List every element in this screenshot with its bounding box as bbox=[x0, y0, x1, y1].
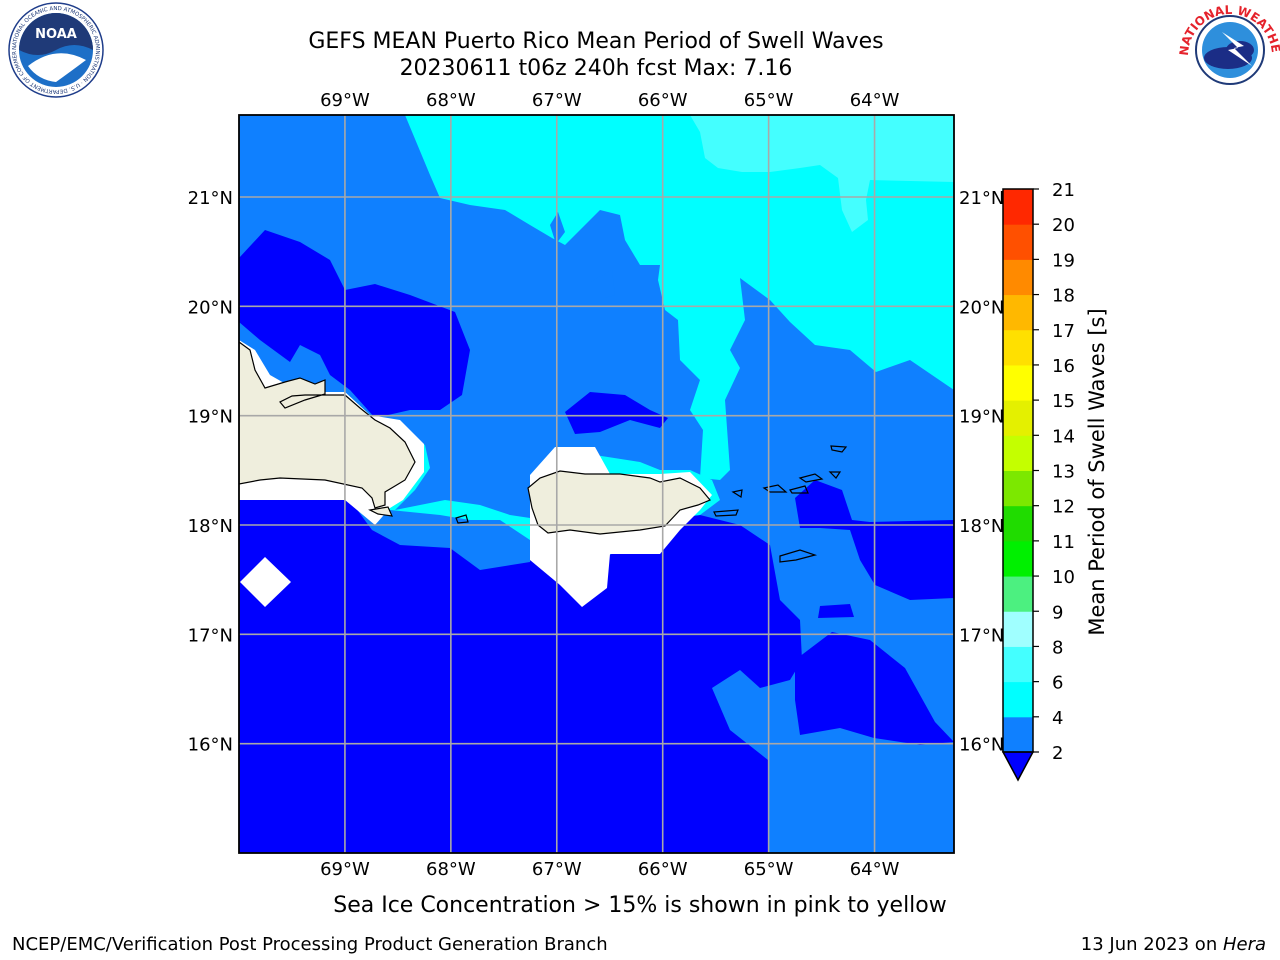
lat-label-left: 16°N bbox=[188, 735, 233, 756]
colorbar-swatch bbox=[1003, 576, 1033, 612]
land-hispaniola-tip bbox=[368, 506, 393, 517]
land-mona-island bbox=[455, 514, 469, 524]
lon-label-bottom: 67°W bbox=[532, 859, 582, 880]
lon-label-top: 66°W bbox=[638, 90, 688, 111]
colorbar-label: Mean Period of Swell Waves [s] bbox=[1085, 308, 1109, 635]
map-title: GEFS MEAN Puerto Rico Mean Period of Swe… bbox=[308, 29, 883, 54]
colorbar-swatch bbox=[1003, 329, 1033, 366]
colorbar-tick-label: 14 bbox=[1052, 426, 1075, 447]
lon-label-bottom: 69°W bbox=[320, 859, 370, 880]
colorbar-swatch bbox=[1003, 435, 1033, 471]
gridlines bbox=[239, 115, 954, 853]
lon-label-top: 65°W bbox=[744, 90, 794, 111]
lon-label-top: 69°W bbox=[320, 90, 370, 111]
lon-label-bottom: 68°W bbox=[426, 859, 476, 880]
lat-label-left: 19°N bbox=[188, 407, 233, 428]
land-st-john bbox=[789, 485, 809, 494]
lon-label-bottom: 65°W bbox=[744, 859, 794, 880]
colorbar-swatch bbox=[1003, 294, 1033, 331]
colorbar-tick-label: 16 bbox=[1052, 356, 1075, 377]
field-deep-east2 bbox=[818, 604, 854, 618]
lon-label-top: 68°W bbox=[426, 90, 476, 111]
colorbar-swatch bbox=[1003, 189, 1033, 225]
footer-host: Hera bbox=[1223, 934, 1266, 955]
colorbar-tick-label: 10 bbox=[1052, 567, 1075, 588]
colorbar-tick-label: 4 bbox=[1052, 708, 1063, 729]
lat-label-right: 18°N bbox=[959, 516, 1004, 537]
land-culebra bbox=[731, 489, 743, 498]
lat-label-right: 21°N bbox=[959, 188, 1004, 209]
land-mask-swdiamond bbox=[240, 557, 291, 607]
land-hispaniola bbox=[239, 341, 416, 509]
colorbar-swatch bbox=[1003, 611, 1033, 647]
colorbar-tick-label: 2 bbox=[1052, 743, 1063, 764]
noaa-logo-text: NOAA bbox=[35, 27, 77, 42]
land-tortola bbox=[798, 473, 824, 483]
lat-labels-left: 21°N 20°N 19°N 18°N 17°N 16°N bbox=[188, 188, 233, 756]
colorbar-extend-min bbox=[1001, 751, 1035, 782]
field-deep-center bbox=[565, 392, 668, 434]
colorbar-tick-label: 21 bbox=[1052, 180, 1075, 201]
colorbar-swatch bbox=[1003, 364, 1033, 401]
field-deep-nw bbox=[239, 230, 470, 418]
colorbar-tick-label: 18 bbox=[1052, 286, 1075, 307]
colorbar-tick-label: 9 bbox=[1052, 602, 1063, 623]
map-frame bbox=[238, 114, 955, 854]
colorbar-tick-label: 13 bbox=[1052, 462, 1075, 483]
colorbar-swatch bbox=[1003, 400, 1033, 436]
lon-label-top: 67°W bbox=[532, 90, 582, 111]
colorbar-swatch bbox=[1003, 224, 1033, 260]
colorbar-swatch bbox=[1003, 681, 1033, 718]
colorbar-tick-label: 11 bbox=[1052, 532, 1075, 553]
field-mid-island2 bbox=[590, 270, 615, 298]
land-st-croix bbox=[779, 549, 818, 563]
lat-label-right: 19°N bbox=[959, 407, 1004, 428]
field-lighter-north bbox=[690, 115, 954, 232]
colorbar-swatch bbox=[1003, 646, 1033, 683]
lat-label-left: 20°N bbox=[188, 297, 233, 318]
colorbar-swatch bbox=[1003, 716, 1033, 753]
field-light-north bbox=[405, 115, 954, 480]
lat-label-right: 17°N bbox=[959, 625, 1004, 646]
colorbar-tick-label: 19 bbox=[1052, 250, 1075, 271]
field-deep-south bbox=[239, 500, 802, 853]
lon-labels-top: 69°W 68°W 67°W 66°W 65°W 64°W bbox=[320, 90, 900, 111]
lon-label-bottom: 66°W bbox=[638, 859, 688, 880]
footer-date-prefix: 13 Jun 2023 on bbox=[1081, 934, 1223, 955]
colorbar-swatch bbox=[1003, 540, 1033, 577]
colorbar-tick-label: 8 bbox=[1052, 637, 1063, 658]
land-vieques bbox=[713, 509, 739, 517]
colorbar-tick-label: 20 bbox=[1052, 215, 1075, 236]
land-anegada bbox=[828, 471, 842, 479]
swell-period-field bbox=[239, 115, 954, 853]
colorbar-swatch bbox=[1003, 505, 1033, 542]
colorbar-swatch bbox=[1003, 259, 1033, 296]
lat-label-left: 21°N bbox=[188, 188, 233, 209]
footer-credit: NCEP/EMC/Verification Post Processing Pr… bbox=[12, 934, 608, 955]
colorbar-tick-label: 17 bbox=[1052, 321, 1075, 342]
colorbar-tick-label: 15 bbox=[1052, 391, 1075, 412]
colorbar-tick-label: 12 bbox=[1052, 497, 1075, 518]
lat-label-right: 20°N bbox=[959, 297, 1004, 318]
lat-label-left: 17°N bbox=[188, 625, 233, 646]
lat-label-right: 16°N bbox=[959, 735, 1004, 756]
footer-date: 13 Jun 2023 on Hera bbox=[1081, 934, 1266, 955]
colorbar-tick-label: 6 bbox=[1052, 673, 1063, 694]
lon-label-bottom: 64°W bbox=[850, 859, 900, 880]
lat-labels-right: 21°N 20°N 19°N 18°N 17°N 16°N bbox=[959, 188, 1004, 756]
map-subtitle: 20230611 t06z 240h fcst Max: 7.16 bbox=[400, 56, 793, 81]
lat-label-left: 18°N bbox=[188, 516, 233, 537]
land-virgin-gorda bbox=[830, 445, 848, 453]
lon-labels-bottom: 69°W 68°W 67°W 66°W 65°W 64°W bbox=[320, 859, 900, 880]
lon-label-top: 64°W bbox=[850, 90, 900, 111]
land-puerto-rico bbox=[527, 470, 711, 535]
sea-ice-note: Sea Ice Concentration > 15% is shown in … bbox=[333, 893, 947, 918]
colorbar: 2 4 6 8 9 10 11 12 13 14 15 16 17 18 19 20 21 bbox=[1001, 180, 1075, 782]
noaa-logo-icon: NOAA NATIONAL OCEANIC AND ATMOSPHERIC AD… bbox=[0, 0, 104, 98]
colorbar-swatch bbox=[1003, 470, 1033, 507]
